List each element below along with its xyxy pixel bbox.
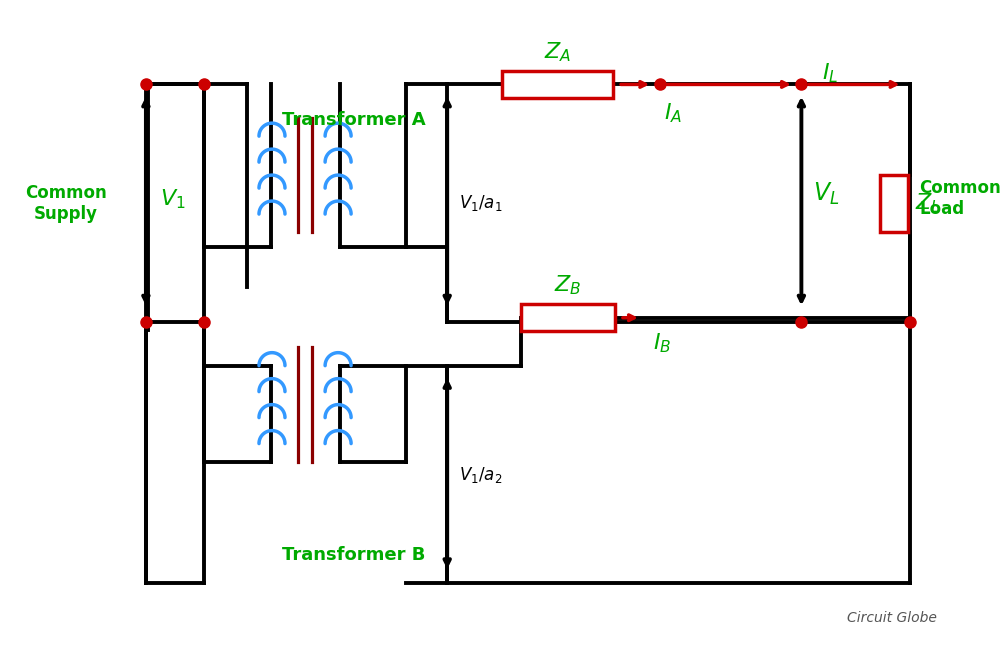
Text: $V_L$: $V_L$ — [813, 181, 839, 207]
Text: $Z_A$: $Z_A$ — [544, 40, 571, 63]
Text: $V_1/a_1$: $V_1/a_1$ — [459, 193, 502, 213]
Text: $Z_L$: $Z_L$ — [914, 191, 941, 215]
Text: $I_B$: $I_B$ — [653, 332, 671, 356]
Text: $I_L$: $I_L$ — [822, 61, 838, 85]
Bar — [521, 304, 616, 331]
Text: $Z_B$: $Z_B$ — [554, 273, 581, 297]
Text: Transformer B: Transformer B — [282, 546, 426, 564]
Text: $V_1$: $V_1$ — [160, 187, 186, 211]
Text: Transformer A: Transformer A — [282, 111, 426, 129]
Text: $I_A$: $I_A$ — [664, 102, 682, 125]
Bar — [880, 175, 908, 232]
Text: Common
Supply: Common Supply — [25, 184, 107, 223]
Text: Common
Load: Common Load — [919, 180, 1001, 218]
Bar — [502, 71, 614, 98]
Text: Circuit Globe: Circuit Globe — [847, 610, 937, 624]
Text: $V_1/a_2$: $V_1/a_2$ — [459, 465, 502, 484]
